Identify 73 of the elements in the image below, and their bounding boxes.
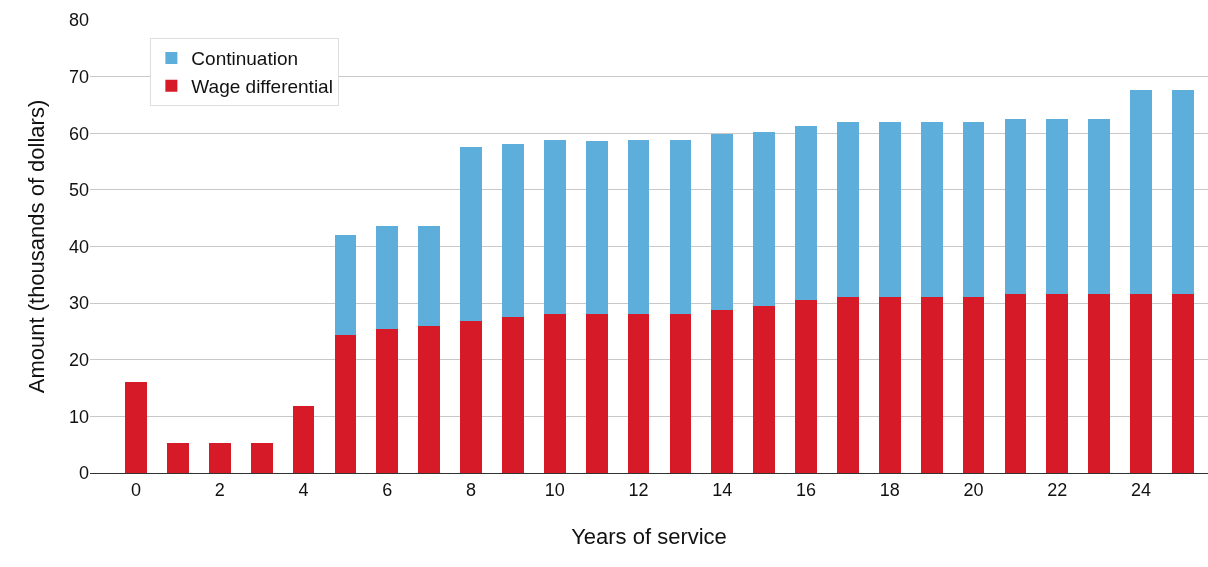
x-tick-label: 24 (1130, 479, 1152, 500)
y-tick-label: 70 (68, 66, 89, 87)
bar (669, 313, 692, 473)
bar (920, 121, 943, 297)
y-tick-label: 40 (68, 236, 89, 257)
y-axis-title: Amount (thousands of dollars) (23, 99, 49, 394)
x-tick-label: 8 (466, 479, 477, 500)
bar (167, 442, 189, 473)
x-tick-label: 20 (963, 479, 984, 500)
y-tick-label: 50 (68, 180, 89, 201)
bar (1171, 89, 1194, 295)
bar (585, 313, 608, 473)
bar (627, 140, 650, 314)
bar (1046, 119, 1069, 295)
bar (795, 125, 817, 300)
bar (711, 133, 734, 310)
bar (795, 299, 817, 473)
x-tick-label: 10 (544, 479, 565, 500)
bar (292, 406, 315, 473)
y-tick-label: 0 (78, 463, 89, 484)
bar (125, 381, 147, 473)
bar (837, 121, 859, 297)
x-tick-label: 12 (628, 479, 649, 500)
x-tick-label: 2 (214, 479, 225, 500)
bar (878, 296, 901, 473)
bar (460, 320, 482, 473)
x-axis-title: Years of service (571, 524, 727, 550)
bar (250, 442, 273, 473)
bar (669, 140, 692, 314)
x-tick-label: 6 (382, 479, 393, 500)
bar (1130, 89, 1152, 295)
bar (1004, 294, 1027, 473)
bar (753, 132, 776, 306)
bar (418, 325, 441, 473)
bar (962, 296, 985, 473)
x-tick-label: 18 (879, 479, 900, 500)
bar (920, 296, 943, 473)
legend-label: Wage differential (191, 76, 333, 98)
bar (878, 121, 901, 297)
bar (460, 146, 482, 321)
bar (376, 329, 399, 473)
bar (376, 226, 399, 330)
bar (1130, 294, 1152, 473)
bar (962, 121, 985, 297)
bar (585, 140, 608, 314)
bar (837, 296, 859, 473)
y-tick-label: 30 (68, 293, 89, 314)
legend-label: Continuation (191, 48, 299, 70)
bar (418, 226, 441, 326)
x-tick-label: 22 (1047, 479, 1068, 500)
bar (1088, 294, 1111, 473)
bar (543, 140, 566, 314)
bar (753, 305, 776, 473)
y-tick-label: 10 (68, 406, 89, 427)
bar (543, 313, 566, 473)
y-tick-label: 20 (68, 350, 89, 371)
bar (711, 309, 734, 473)
bar (208, 442, 231, 473)
x-tick-label: 14 (712, 479, 733, 500)
bar (502, 316, 524, 473)
bar (334, 235, 357, 335)
bar (1088, 119, 1111, 295)
bar (502, 144, 524, 317)
x-tick-label: 0 (131, 479, 142, 500)
bar (627, 313, 650, 473)
y-tick-label: 60 (68, 123, 89, 144)
x-tick-label: 16 (796, 479, 817, 500)
bar (1171, 294, 1194, 473)
bar (334, 334, 357, 473)
y-tick-label: 80 (68, 10, 89, 31)
x-tick-label: 4 (298, 479, 309, 500)
bar (1004, 119, 1027, 295)
bar (1046, 294, 1069, 473)
